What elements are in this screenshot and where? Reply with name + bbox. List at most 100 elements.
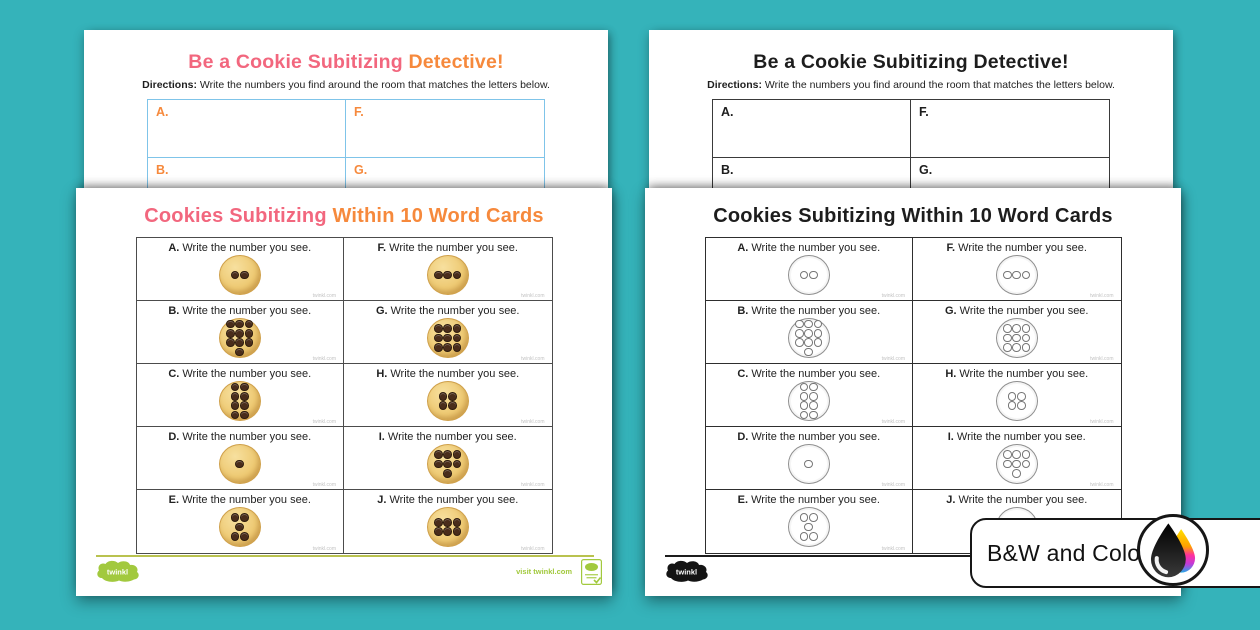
cookie-icon-2-chips [787,255,830,295]
cookie-icon-4-chips [426,381,469,421]
word-card-e: E. Write the number you see. twinkl.com [706,490,913,553]
chocolate-chip-icon [809,270,818,280]
chip-row [1003,450,1031,459]
chocolate-chip-icon [1012,459,1022,469]
card-prompt: B. Write the number you see. [168,305,311,317]
chip-row [795,329,823,338]
chocolate-chip-icon [1021,450,1031,459]
card-prompt: G. Write the number you see. [945,305,1089,317]
answer-cell-b: B. [148,158,346,188]
badge-label: B&W and Color [987,539,1149,566]
card-prompt: B. Write the number you see. [737,305,880,317]
chocolate-chip-icon [443,333,453,343]
word-card-j: J. Write the number you see. twinkl.com [344,490,552,553]
card-prompt-text: Write the number you see. [179,431,312,443]
card-prompt: J. Write the number you see. [377,494,518,506]
word-card-g: G. Write the number you see. twinkl.com [913,301,1121,364]
card-prompt: I. Write the number you see. [948,431,1086,443]
chocolate-chip-icon [452,518,462,527]
chip-row [795,319,823,329]
chocolate-chip-icon [1003,324,1012,333]
chocolate-chip-icon [799,401,809,410]
word-card-b: B. Write the number you see. twinkl.com [136,301,344,364]
chocolate-chip-icon [799,410,809,420]
cell-watermark: twinkl.com [1090,482,1114,488]
chip-row [799,270,818,280]
cell-watermark: twinkl.com [521,356,545,362]
chip-row [235,347,245,357]
chocolate-chip-icon [809,513,818,522]
chip-row [226,319,254,329]
chocolate-chip-icon [1012,324,1022,333]
card-prompt: F. Write the number you see. [378,242,518,254]
chocolate-chip-icon [434,518,443,527]
chocolate-chip-icon [1012,333,1022,343]
chocolate-chip-icon [230,532,240,541]
word-card-f: F. Write the number you see. twinkl.com [913,238,1121,301]
chip-row [226,338,254,347]
chocolate-chip-icon [1007,401,1017,410]
word-card-h: H. Write the number you see. twinkl.com [344,364,552,427]
answer-cell-g: G. [354,163,368,177]
chocolate-chip-icon [244,319,254,329]
chocolate-chip-icon [799,270,809,280]
card-prompt: A. Write the number you see. [737,242,880,254]
card-prompt: J. Write the number you see. [946,494,1087,506]
answer-cell-a: A. [713,100,911,158]
answer-cell-b: B. [713,158,911,188]
cookie-icon-5-chips [787,507,830,547]
chocolate-chip-icon [230,392,240,401]
chocolate-chip-icon [799,532,809,541]
card-letter: E. [737,494,749,506]
answer-cell-g: G. [919,163,933,177]
chocolate-chip-icon [452,459,462,469]
word-card-d: D. Write the number you see. twinkl.com [136,427,344,490]
title-text: Cookies Subitizing [713,205,896,227]
answer-table: A. F. B. G. [147,99,545,188]
card-prompt-text: Write the number you see. [956,305,1089,317]
chocolate-chip-icon [799,392,809,401]
chocolate-chip-icon [804,319,814,329]
chip-row [230,513,249,522]
directions-text: Directions: Write the numbers you find a… [661,79,1161,91]
word-card-a: A. Write the number you see. twinkl.com [136,238,344,301]
chip-row [434,343,462,352]
cookie-icon-1-chips [218,444,261,484]
title-accent-text: Within 10 Word Cards [901,205,1113,227]
chocolate-chip-icon [230,513,240,522]
chocolate-chip-icon [804,459,814,469]
card-prompt: F. Write the number you see. [947,242,1087,254]
chocolate-chip-icon [434,459,443,469]
chocolate-chip-icon [448,401,457,410]
chip-row [438,401,457,410]
chocolate-chip-icon [452,343,462,352]
chip-row [1003,270,1031,280]
chocolate-chip-icon [235,522,245,532]
chip-row [230,401,249,410]
word-card-c: C. Write the number you see. twinkl.com [705,364,913,427]
chocolate-chip-icon [226,329,235,338]
card-prompt-text: Write the number you see. [179,305,312,317]
chocolate-chip-icon [1012,450,1022,459]
card-prompt-text: Write the number you see. [955,242,1087,254]
visit-link-text: visit twinkl.com [516,567,572,576]
cookie-icon-6-chips [426,507,469,547]
chocolate-chip-icon [1021,324,1031,333]
chip-row [434,518,462,527]
card-letter: J. [946,494,956,506]
word-cards-table: A. Write the number you see. twinkl.com F.… [135,237,553,554]
cookie-icon-7-chips [426,444,469,484]
cell-watermark: twinkl.com [312,482,336,488]
cookie-icon-9-chips [426,318,469,358]
directions-label: Directions: [142,79,197,91]
chocolate-chip-icon [434,343,443,352]
word-card-g: G. Write the number you see. twinkl.com [344,301,552,364]
card-prompt-text: Write the number you see. [953,431,1086,443]
card-prompt-text: Write the number you see. [955,494,1088,506]
word-card-f: F. Write the number you see. twinkl.com [344,238,552,301]
chip-row [1003,324,1031,333]
cell-watermark: twinkl.com [881,546,905,552]
word-card-i: I. Write the number you see. twinkl.com [344,427,552,490]
chip-row [804,522,814,532]
chip-row [799,392,818,401]
